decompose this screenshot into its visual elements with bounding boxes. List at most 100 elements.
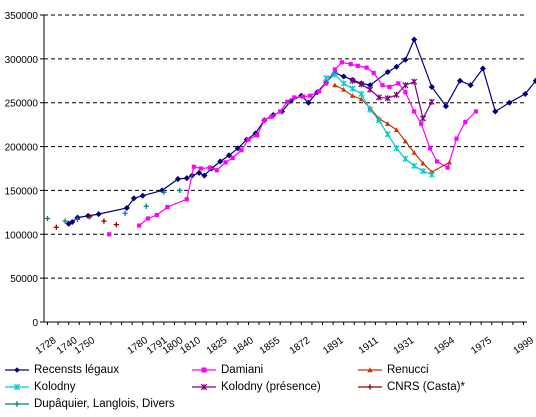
series-0-point-6	[130, 195, 138, 202]
series-6-point-4	[143, 203, 149, 209]
series-6-point-6	[177, 187, 183, 194]
series-1-point-24	[332, 67, 337, 72]
legend-swatch	[192, 383, 216, 391]
series-2-point-12	[446, 159, 453, 165]
legend-swatch	[358, 367, 382, 373]
series-3-point-11	[419, 168, 427, 175]
series-1-point-10	[223, 160, 228, 165]
y-tick-label: 200000	[5, 143, 39, 154]
series-1-point-22	[316, 89, 322, 94]
legend-marker	[13, 383, 21, 391]
series-0-point-29	[340, 73, 347, 80]
x-tick-label: 1911	[357, 335, 381, 357]
x-tick-label: 1728	[34, 335, 59, 357]
series-6-point-1	[62, 218, 68, 224]
series-1-point-7	[198, 166, 203, 171]
legend-label: Recensts légaux	[34, 364, 120, 376]
legend-marker	[200, 383, 208, 391]
series-1-point-1	[137, 223, 142, 228]
series-1-point-20	[301, 94, 306, 99]
series-1-point-34	[412, 109, 417, 114]
legend-item-0: Recensts légaux	[4, 362, 119, 378]
series-1-point-29	[371, 70, 376, 75]
series-1-point-15	[262, 118, 267, 123]
series-1-line	[138, 61, 477, 226]
x-tick-label: 1999	[512, 335, 536, 357]
series-0-point-16	[225, 152, 233, 159]
series-0-point-15	[217, 158, 224, 165]
series-3-point-9	[402, 155, 409, 162]
series-2-point-3	[358, 96, 364, 102]
series-4-point-3	[375, 94, 382, 101]
series-2-point-1	[341, 86, 347, 92]
x-tick-label: 1825	[205, 335, 230, 357]
legend-item-4: Kolodny (présence)	[191, 379, 321, 395]
legend-item-1: Damiani	[191, 362, 263, 378]
series-3-point-8	[393, 145, 400, 152]
series-1-point-6	[191, 164, 196, 169]
series-1-point-16	[269, 114, 274, 119]
legend-item-5: CNRS (Casta)*	[357, 379, 465, 395]
series-6-point-2	[74, 216, 81, 222]
series-1-point-23	[323, 81, 329, 86]
series-2-point-2	[349, 93, 356, 98]
series-1-point-26	[348, 62, 353, 67]
series-4-point-6	[402, 82, 409, 89]
legend-label: Kolodny	[34, 381, 76, 393]
series-0-point-17	[234, 145, 242, 152]
series-5-point-2	[101, 218, 107, 224]
series-0-point-44	[522, 90, 529, 98]
series-1-point-32	[396, 81, 401, 86]
legend-label: CNRS (Casta)*	[387, 381, 465, 393]
legend-label: Dupâquier, Langlois, Divers	[34, 398, 175, 410]
legend-swatch	[5, 401, 29, 407]
series-0-point-10	[183, 174, 190, 182]
series-3-point-1	[331, 71, 338, 78]
legend-marker	[201, 367, 207, 373]
series-0-point-43	[506, 99, 513, 106]
series-1-point-35	[419, 121, 424, 126]
x-tick-label: 1891	[321, 335, 346, 357]
series-0-line	[68, 38, 536, 225]
legend-item-6: Dupâquier, Langlois, Divers	[4, 396, 175, 412]
series-0-point-1	[69, 218, 76, 226]
series-0-point-36	[411, 36, 418, 43]
legend-swatch	[192, 367, 216, 373]
legend: Recensts légaux Damiani Renucci Kolodny Kolo…	[0, 362, 536, 417]
series-0-point-39	[456, 77, 464, 84]
series-1-point-9	[214, 168, 219, 173]
series-3-point-12	[428, 171, 435, 178]
series-1-point-28	[364, 65, 369, 70]
series-1-point-37	[434, 159, 440, 164]
series-1-point-8	[207, 165, 212, 170]
y-tick-label: 250000	[5, 99, 39, 110]
series-1-point-40	[463, 119, 468, 125]
series-1-point-13	[246, 137, 251, 142]
y-tick-label: 300000	[5, 55, 39, 66]
legend-label: Renucci	[387, 364, 429, 376]
legend-swatch	[358, 384, 382, 390]
series-1-point-39	[454, 136, 459, 141]
x-tick-label: 1975	[469, 335, 494, 357]
series-1-point-27	[355, 63, 360, 68]
series-0-point-35	[402, 56, 409, 63]
series-0-point-42	[492, 108, 499, 115]
series-2-point-8	[402, 138, 408, 144]
y-tick-label: 350000	[5, 11, 39, 22]
series-3-point-3	[349, 85, 356, 92]
legend-label: Kolodny (présence)	[221, 381, 321, 393]
series-4-point-2	[367, 86, 374, 93]
legend-label: Damiani	[221, 364, 264, 376]
y-tick-label: 150000	[5, 186, 39, 197]
series-1-point-14	[255, 133, 260, 138]
series-4-point-4	[384, 95, 391, 102]
series-0-point-37	[428, 83, 435, 91]
series-1-point-38	[445, 165, 450, 170]
series-4-point-7	[411, 78, 418, 85]
series-1-point-21	[308, 93, 313, 98]
legend-item-3: Kolodny	[4, 379, 76, 395]
series-3-point-6	[375, 117, 382, 124]
x-tick-label: 1931	[392, 335, 417, 357]
series-1-point-41	[473, 109, 478, 114]
